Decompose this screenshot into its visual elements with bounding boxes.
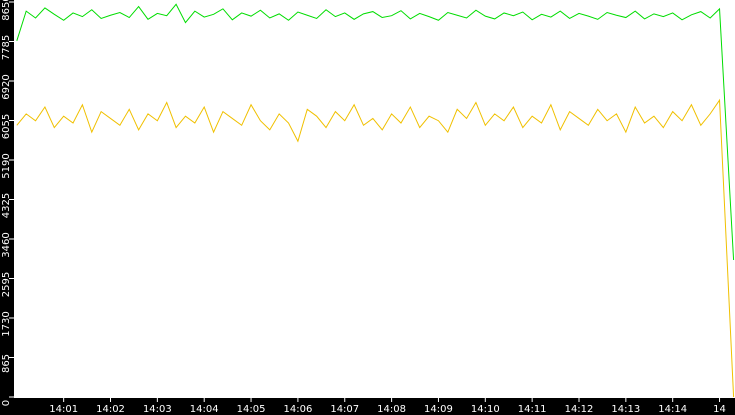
y-tick-label: 0 (1, 400, 12, 406)
x-tick-label: 14:14 (658, 404, 687, 415)
y-tick-label: 4325 (1, 193, 12, 218)
y-tick-label: 8650 (1, 0, 12, 21)
x-tick-label: 14:03 (143, 404, 172, 415)
x-tick-label: 14:01 (49, 404, 78, 415)
x-tick-label: 14:13 (611, 404, 640, 415)
x-tick-label: 14:04 (190, 404, 219, 415)
y-tick-label: 865 (1, 354, 12, 373)
y-tick-label: 5190 (1, 153, 12, 178)
y-tick-label: 2595 (1, 272, 12, 297)
y-tick-label: 6920 (1, 74, 12, 99)
y-tick-label: 7785 (1, 35, 12, 60)
x-tick-label: 14 (713, 404, 726, 415)
x-tick-label: 14:06 (283, 404, 312, 415)
line (16, 3, 735, 261)
x-tick-label: 14:02 (96, 404, 125, 415)
x-tick-label: 14:07 (330, 404, 359, 415)
x-tick-label: 14:10 (471, 404, 500, 415)
plot-area (14, 0, 735, 398)
x-tick-label: 14:09 (424, 404, 453, 415)
x-tick-label: 14:12 (565, 404, 594, 415)
x-tick-label: 14:05 (237, 404, 266, 415)
y-tick-label: 3460 (1, 232, 12, 257)
x-tick-label: 14:08 (377, 404, 406, 415)
y-tick-label: 1730 (1, 311, 12, 336)
y-tick-label: 6055 (1, 114, 12, 139)
line (16, 98, 735, 398)
x-tick-label: 14:11 (518, 404, 547, 415)
